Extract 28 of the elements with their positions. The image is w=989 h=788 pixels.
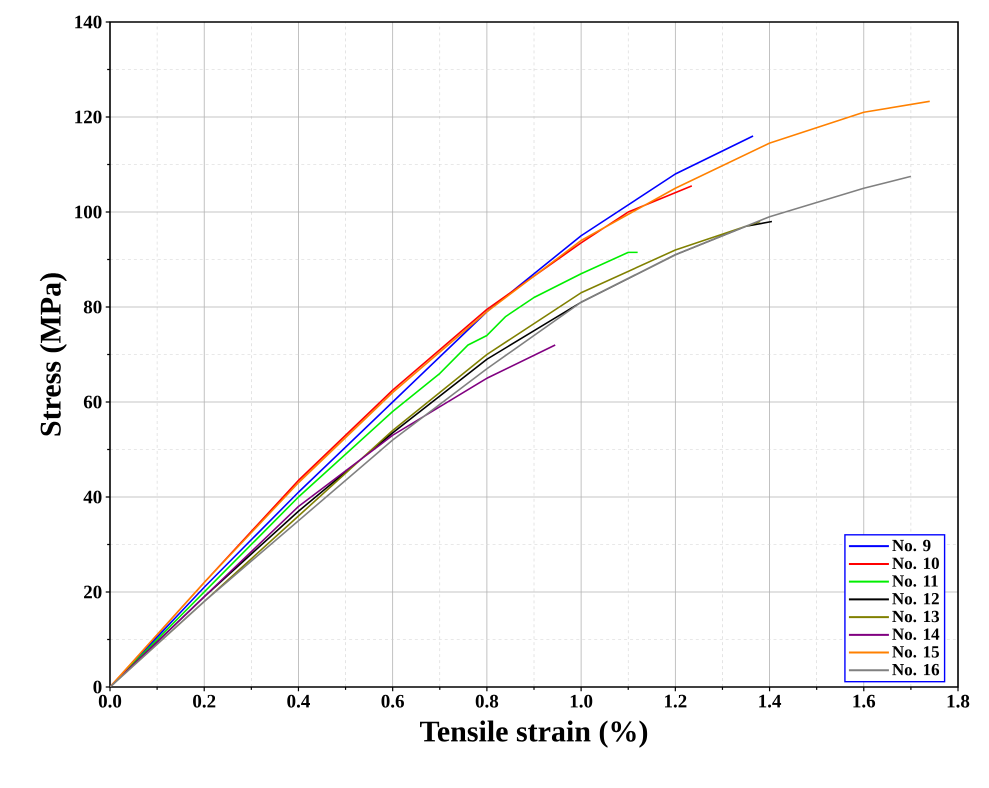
x-tick-label: 0.6 [382,694,404,708]
x-axis-title: Tensile strain (%) [420,720,648,748]
x-tick-label: 1.4 [759,694,782,708]
x-tick-label: 1.0 [570,694,592,708]
y-tick-label: 140 [75,16,102,28]
y-tick-label: 60 [84,396,102,408]
y-tick-label: 100 [75,206,102,218]
legend-label: No. 12 [892,593,939,605]
y-tick-label: 80 [84,300,102,314]
y-tick-label: 120 [75,110,102,124]
legend-label: No. 14 [892,628,940,640]
x-tick-label: 1.2 [664,694,686,708]
x-tick-label: 0.2 [193,694,216,708]
x-tick-label: 1.6 [853,694,876,708]
y-tick-label: 0 [93,680,102,694]
legend-label: No. 15 [892,646,939,658]
x-tick-label: 0.8 [476,694,498,708]
x-tick-label: 1.8 [948,694,970,708]
y-tick-label: 40 [83,490,102,504]
y-tick-label: 20 [84,586,102,598]
x-tick-label: 0.0 [98,694,122,708]
y-axis-title: Stress (MPa) [40,273,67,436]
legend-label: No. 10 [892,558,939,570]
legend-label: No. 13 [892,610,940,622]
legend-label: No. 11 [892,575,938,587]
x-tick-label: 0.4 [287,694,310,708]
legend-label: No. 9 [892,540,930,552]
legend-label: No. 16 [892,664,940,676]
